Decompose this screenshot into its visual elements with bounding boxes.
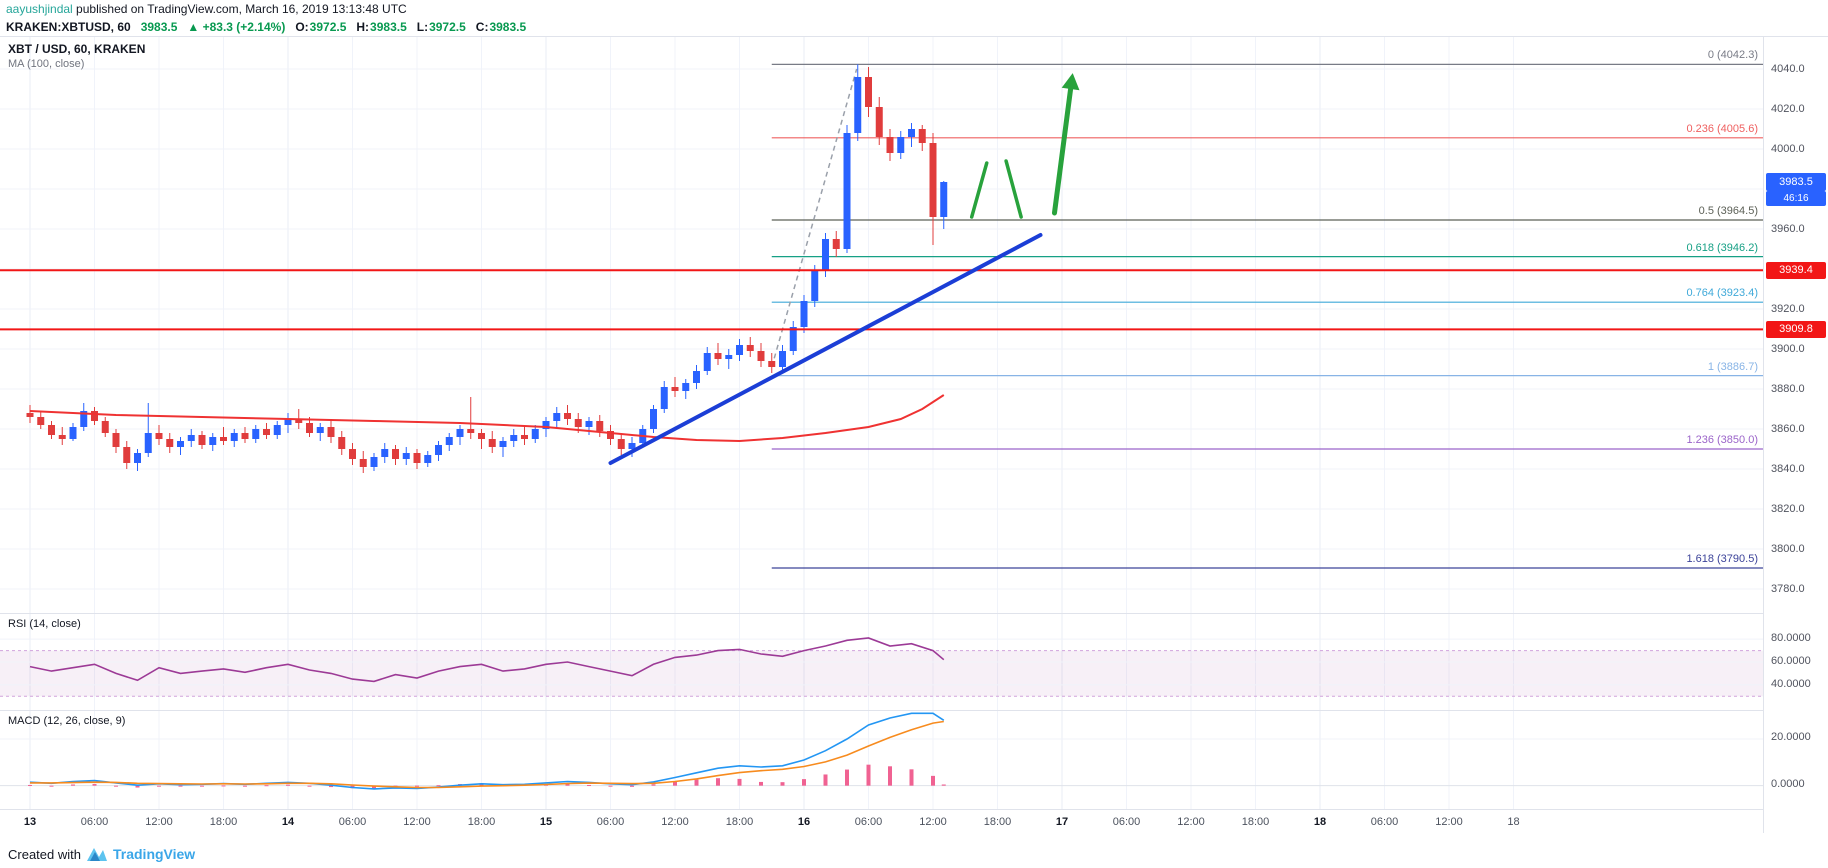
footer: Created with TradingView <box>0 836 1828 868</box>
chart-area: XBT / USD, 60, KRAKEN MA (100, close) 0 … <box>0 36 1828 836</box>
main-price-pane[interactable]: XBT / USD, 60, KRAKEN MA (100, close) 0 … <box>0 37 1763 613</box>
time-label-day: 13 <box>23 816 37 828</box>
time-label-day: 14 <box>281 816 295 828</box>
tradingview-logo-icon <box>86 848 107 861</box>
price-axis[interactable]: 3983.5 46:16 3939.4 3909.8 4040.0 4020.0 4… <box>1763 37 1828 833</box>
rsi-pane[interactable]: RSI (14, close) <box>0 613 1763 710</box>
axis-tick-label: 3900.0 <box>1771 343 1805 355</box>
macd-chart-svg <box>0 711 1763 809</box>
publish-text: published on TradingView.com, March 16, … <box>72 2 407 16</box>
axis-tick-label: 60.0000 <box>1771 655 1811 667</box>
time-label: 12:00 <box>919 816 947 828</box>
ohlc-close-label: C: <box>475 20 489 34</box>
ohlc-low-label: L: <box>416 20 429 34</box>
axis-tick-label: 4040.0 <box>1771 63 1805 75</box>
time-label: 12:00 <box>661 816 689 828</box>
axis-tick-label: 20.0000 <box>1771 731 1811 743</box>
rsi-chart-svg <box>0 614 1763 710</box>
author-link[interactable]: aayushjindal <box>6 2 73 16</box>
ohlc-low: L: 3972.5 <box>417 18 466 36</box>
time-label-day: 17 <box>1055 816 1069 828</box>
time-label-day: 18 <box>1313 816 1327 828</box>
time-label: 06:00 <box>596 816 625 828</box>
axis-tick-label: 4020.0 <box>1771 103 1805 115</box>
time-label: 18:00 <box>467 816 496 828</box>
time-label: 12:00 <box>1177 816 1205 828</box>
symbol-title: KRAKEN:XBTUSD, 60 <box>6 20 131 34</box>
time-label: 06:00 <box>80 816 109 828</box>
time-label: 12:00 <box>1435 816 1463 828</box>
bar-countdown-badge: 46:16 <box>1766 191 1826 206</box>
time-label: 18 <box>1507 816 1520 828</box>
main-chart-svg <box>0 37 1763 613</box>
ohlc-high-value: 3983.5 <box>370 20 407 34</box>
axis-tick-label: 40.0000 <box>1771 677 1811 690</box>
ohlc-open: O: 3972.5 <box>295 18 346 36</box>
created-with-text: Created with <box>8 846 81 862</box>
alert-price-badge-2: 3909.8 <box>1766 321 1826 339</box>
publish-info-bar: aayushjindal published on TradingView.co… <box>0 0 1828 18</box>
ohlc-low-value: 3972.5 <box>429 20 466 34</box>
time-label: 18:00 <box>725 816 754 828</box>
ohlc-high-label: H: <box>356 20 370 34</box>
symbol-info-bar: KRAKEN:XBTUSD, 60 3983.5 ▲ +83.3 (+2.14%… <box>0 18 1828 36</box>
time-axis[interactable]: 13 06:00 12:00 18:00 14 06:00 12:00 18:00 15 06:0… <box>0 809 1763 836</box>
last-price-text: 3983.5 <box>140 20 178 34</box>
time-label: 12:00 <box>145 816 173 828</box>
ohlc-high: H: 3983.5 <box>356 18 406 36</box>
time-label-day: 16 <box>797 816 811 828</box>
axis-tick-label: 4000.0 <box>1771 143 1805 155</box>
ohlc-open-value: 3972.5 <box>309 20 347 34</box>
price-change-text: ▲ +83.3 (+2.14%) <box>187 20 286 34</box>
axis-tick-label: 0.0000 <box>1771 777 1805 790</box>
axis-tick-label: 80.0000 <box>1771 632 1811 645</box>
macd-pane[interactable]: MACD (12, 26, close, 9) <box>0 710 1763 809</box>
time-label: 06:00 <box>338 816 367 828</box>
alert-price-badge-1: 3939.4 <box>1766 262 1826 280</box>
ohlc-close: C: 3983.5 <box>476 18 526 36</box>
time-label-day: 15 <box>539 816 553 828</box>
plot-column: XBT / USD, 60, KRAKEN MA (100, close) 0 … <box>0 37 1763 836</box>
last-price-badge: 3983.5 <box>1766 173 1826 191</box>
axis-tick-label: 3780.0 <box>1771 583 1805 595</box>
axis-tick-label: 3960.0 <box>1771 223 1805 235</box>
axis-tick-label: 3860.0 <box>1771 423 1805 435</box>
time-label: 18:00 <box>1241 816 1270 828</box>
time-label: 18:00 <box>983 816 1012 828</box>
axis-tick-label: 3920.0 <box>1771 303 1805 315</box>
time-label: 12:00 <box>403 816 431 828</box>
ohlc-close-value: 3983.5 <box>489 20 527 34</box>
axis-tick-label: 3840.0 <box>1771 463 1805 475</box>
axis-tick-label: 3880.0 <box>1771 383 1805 395</box>
tradingview-brand-link[interactable]: TradingView <box>112 846 196 862</box>
time-label: 06:00 <box>1112 816 1141 828</box>
time-label: 06:00 <box>1370 816 1399 828</box>
time-label: 06:00 <box>854 816 883 828</box>
axis-tick-label: 3800.0 <box>1771 543 1805 555</box>
time-label: 18:00 <box>209 816 238 828</box>
axis-tick-label: 3820.0 <box>1771 503 1805 515</box>
ohlc-open-label: O: <box>295 20 309 34</box>
